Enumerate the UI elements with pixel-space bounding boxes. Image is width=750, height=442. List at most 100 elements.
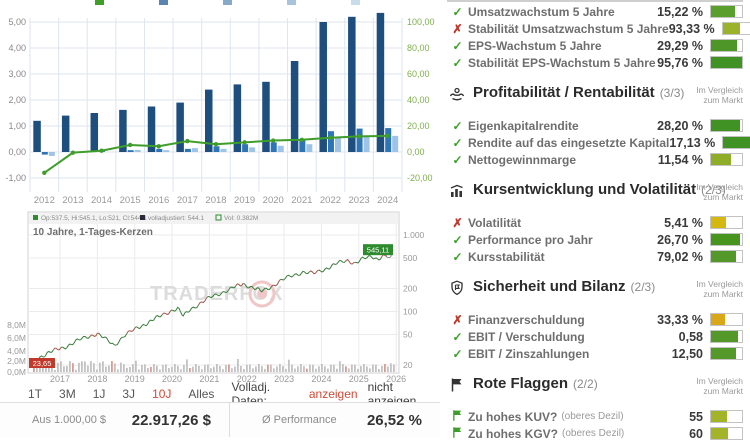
metric-label: Stabilität EPS-Wachstum 5 Jahre — [468, 55, 656, 70]
svg-text:100: 100 — [403, 307, 417, 317]
range-button-alles[interactable]: Alles — [188, 387, 215, 401]
svg-text:10 Jahre, 1-Tages-Kerzen: 10 Jahre, 1-Tages-Kerzen — [33, 227, 153, 238]
metric-bar — [710, 330, 743, 343]
svg-text:2022: 2022 — [237, 374, 257, 384]
metric-value: 29,29 % — [657, 38, 703, 53]
range-button-1t[interactable]: 1T — [28, 387, 43, 401]
panel-top-sliver — [447, 0, 743, 2]
legend-swatch — [159, 0, 168, 5]
svg-text:2022: 2022 — [320, 195, 341, 206]
metric-bar — [710, 427, 743, 440]
metric-suffix: (oberes Dezil) — [562, 428, 625, 439]
metric-label: Volatilität — [468, 215, 522, 230]
svg-text:Vol: 0.382M: Vol: 0.382M — [224, 215, 258, 222]
check-icon: ✓ — [452, 135, 463, 150]
svg-text:5,00: 5,00 — [8, 17, 26, 27]
invested-stat: Aus 1.000,00 $ 22.917,26 $ — [0, 403, 229, 437]
section-title: Sicherheit und Bilanz — [473, 278, 626, 295]
section-header: Sicherheit und Bilanz (2/3) Im Vergleich z… — [447, 278, 750, 302]
metric-label: Nettogewinnmarge — [468, 152, 577, 167]
svg-text:2017: 2017 — [50, 374, 70, 384]
svg-text:2018: 2018 — [87, 374, 107, 384]
hands-icon — [449, 86, 469, 107]
growth-chart: 5,00 4,00 3,00 2,00 1,00 0,00 -1,00 100,00 80,00… — [5, 0, 435, 206]
metric-value: 15,22 % — [657, 4, 703, 19]
section-title: Profitabilität / Rentabilität — [473, 84, 655, 101]
svg-text:2012: 2012 — [34, 195, 55, 206]
charts-column: 5,00 4,00 3,00 2,00 1,00 0,00 -1,00 100,00 80,00… — [0, 0, 445, 437]
compare-note: Im Vergleich zum Markt — [696, 182, 743, 203]
metric-bar — [710, 153, 743, 166]
svg-text:0,00: 0,00 — [8, 147, 26, 157]
svg-text:volladjustiert: 544.1: volladjustiert: 544.1 — [148, 215, 204, 222]
metric-row: ✓ Umsatzwachstum 5 Jahre 15,22 % — [447, 3, 750, 20]
metric-row: ✗ Finanzverschuldung 33,33 % — [447, 311, 750, 328]
metric-bar — [722, 136, 750, 149]
metric-row: ✓ Performance pro Jahr 26,70 % — [447, 231, 750, 248]
metric-value: 5,41 % — [664, 215, 703, 230]
svg-text:2021: 2021 — [199, 374, 219, 384]
performance-label: Ø Performance — [262, 414, 337, 426]
performance-stat: Ø Performance 26,52 % — [229, 403, 440, 437]
range-button-3m[interactable]: 3M — [59, 387, 76, 401]
invested-value: 22.917,26 $ — [131, 411, 211, 429]
metric-bar — [710, 233, 743, 246]
flag-icon — [449, 377, 469, 398]
legend-swatch — [351, 0, 360, 5]
price-chart[interactable]: Op:537.5, Hi:545.1, Lo:521, Cl:544.1 voll… — [0, 210, 445, 386]
metric-suffix: (oberes Dezil) — [561, 411, 624, 422]
svg-text:20,00: 20,00 — [407, 121, 430, 131]
metric-bar — [710, 39, 743, 52]
section-title: Rote Flaggen — [473, 375, 569, 392]
svg-text:4,0M: 4,0M — [7, 346, 26, 356]
metrics-list: ✓ Umsatzwachstum 5 Jahre 15,22 % ✗ Stabilitä… — [447, 3, 750, 442]
metric-bar — [710, 119, 743, 132]
metric-value: 55 — [689, 409, 703, 424]
metric-value: 33,33 % — [657, 312, 703, 327]
metric-value: 95,76 % — [657, 55, 703, 70]
metric-label: EBIT / Zinszahlungen — [468, 346, 590, 361]
svg-text:-20,00: -20,00 — [407, 173, 433, 183]
svg-text:545,11: 545,11 — [367, 246, 389, 255]
legend-swatch — [223, 0, 232, 5]
check-icon: ✓ — [452, 346, 463, 361]
metric-label: Kursstabilität — [468, 249, 545, 264]
range-button-1j[interactable]: 1J — [92, 387, 106, 401]
svg-text:2025: 2025 — [349, 374, 369, 384]
compare-note: Im Vergleich zum Markt — [696, 376, 743, 397]
metric-bar — [721, 22, 750, 35]
check-icon: ✓ — [452, 232, 463, 247]
svg-text:2019: 2019 — [125, 374, 145, 384]
metric-label: EBIT / Verschuldung — [468, 329, 585, 344]
svg-text:2020: 2020 — [162, 374, 182, 384]
metric-label: Eigenkapitalrendite — [468, 118, 579, 133]
metric-label: EPS-Wachstum 5 Jahre — [468, 38, 602, 53]
svg-text:2021: 2021 — [291, 195, 312, 206]
svg-text:2017: 2017 — [177, 195, 198, 206]
anzeigen-link[interactable]: anzeigen — [308, 387, 358, 401]
metric-value: 79,02 % — [657, 249, 703, 264]
range-bar: 1T 3M 1J 3J 10J Alles Volladj. Daten: anzeige… — [28, 380, 438, 408]
metric-value: 93,33 % — [668, 21, 715, 36]
section-title: Kursentwicklung und Volatilität — [473, 181, 697, 198]
invested-label: Aus 1.000,00 $ — [32, 414, 107, 426]
metric-row: Zu hohes KUV? (oberes Dezil) 55 — [447, 408, 750, 425]
svg-text:2018: 2018 — [205, 195, 226, 206]
svg-text:100,00: 100,00 — [407, 17, 435, 27]
metric-label: Finanzverschuldung — [468, 312, 585, 327]
range-button-10j[interactable]: 10J — [152, 387, 172, 401]
green-flag-icon — [447, 426, 468, 442]
section-header: Kursentwicklung und Volatilität (2/3) Im V… — [447, 181, 750, 205]
svg-text:2023: 2023 — [274, 374, 294, 384]
section-score: (2/3) — [701, 183, 726, 197]
range-button-3j[interactable]: 3J — [122, 387, 136, 401]
check-icon: ✓ — [452, 38, 463, 53]
metric-label: Rendite auf das eingesetzte Kapital — [468, 135, 670, 150]
svg-text:3,00: 3,00 — [8, 69, 26, 79]
svg-text:2023: 2023 — [349, 195, 370, 206]
metric-bar — [710, 5, 743, 18]
svg-text:80,00: 80,00 — [407, 43, 430, 53]
metric-row: ✓ Nettogewinnmarge 11,54 % — [447, 151, 750, 168]
metric-row: ✓ Rendite auf das eingesetzte Kapital 17,1… — [447, 134, 750, 151]
svg-text:500: 500 — [403, 253, 417, 263]
